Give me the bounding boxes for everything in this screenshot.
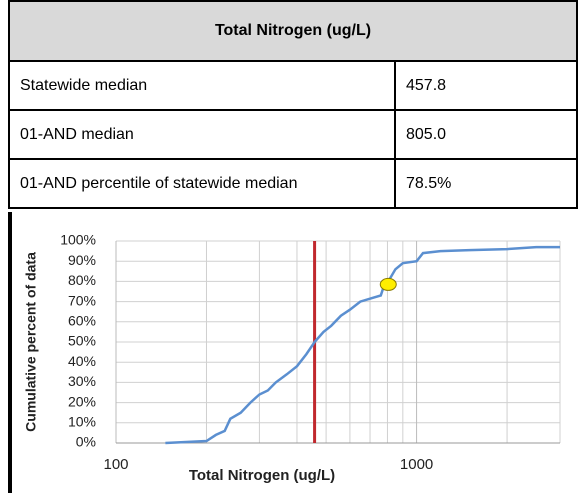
cell: 01-AND median [8, 109, 396, 160]
y-tick-label: 10% [68, 414, 96, 430]
y-tick-label: 30% [68, 373, 96, 389]
y-tick-label: 100% [60, 232, 96, 248]
summary-table: Total Nitrogen (ug/L) Statewide median 45… [8, 0, 578, 209]
y-tick-label: 50% [68, 333, 96, 349]
row: 01-AND percentile of statewide median 78.… [8, 158, 578, 209]
y-axis-title: Cumulative percent of data [23, 252, 39, 432]
y-tick-label: 70% [68, 292, 96, 308]
chart-border [8, 212, 12, 493]
cell: 01-AND percentile of statewide median [8, 158, 396, 209]
x-axis-title: Total Nitrogen (ug/L) [189, 467, 335, 484]
header-row: Total Nitrogen (ug/L) [8, 0, 578, 62]
row: Statewide median 457.8 [8, 60, 578, 111]
cell: 457.8 [394, 60, 578, 111]
cell: 805.0 [394, 109, 578, 160]
y-tick-label: 80% [68, 272, 96, 288]
y-tick-label: 0% [76, 434, 96, 450]
y-tick-label: 40% [68, 353, 96, 369]
x-tick-label: 1000 [400, 456, 433, 473]
y-tick-label: 20% [68, 393, 96, 409]
cell: Statewide median [8, 60, 396, 111]
chart: Total Nitrogen (ug/L) Cumulative percent… [8, 212, 561, 493]
cell: 78.5% [394, 158, 578, 209]
marker-point [379, 277, 397, 291]
table-header: Total Nitrogen (ug/L) [8, 0, 578, 62]
y-tick-label: 60% [68, 313, 96, 329]
row: 01-AND median 805.0 [8, 109, 578, 160]
cumulative-line [165, 245, 560, 445]
x-tick-label: 100 [103, 456, 128, 473]
y-tick-label: 90% [68, 252, 96, 268]
